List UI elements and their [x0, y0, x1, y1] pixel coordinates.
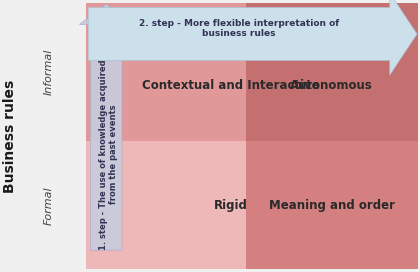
FancyArrow shape	[88, 0, 417, 75]
Bar	[246, 141, 418, 269]
Bar	[86, 3, 246, 141]
Bar	[86, 141, 246, 269]
Text: Contextual and Interactive: Contextual and Interactive	[142, 79, 320, 92]
Text: Meaning and order: Meaning and order	[269, 199, 395, 212]
FancyArrow shape	[79, 4, 133, 250]
Text: Autonomous: Autonomous	[290, 79, 373, 92]
Bar	[246, 3, 418, 141]
Text: 1. step - The use of knowledge acquired
from the past events: 1. step - The use of knowledge acquired …	[99, 59, 118, 250]
Text: Rigid: Rigid	[214, 199, 248, 212]
Text: Informal: Informal	[43, 49, 53, 95]
Text: 2. step - More flexible interpretation of
business rules: 2. step - More flexible interpretation o…	[139, 19, 339, 38]
Text: Business rules: Business rules	[3, 79, 18, 193]
Text: Formal: Formal	[43, 186, 53, 225]
